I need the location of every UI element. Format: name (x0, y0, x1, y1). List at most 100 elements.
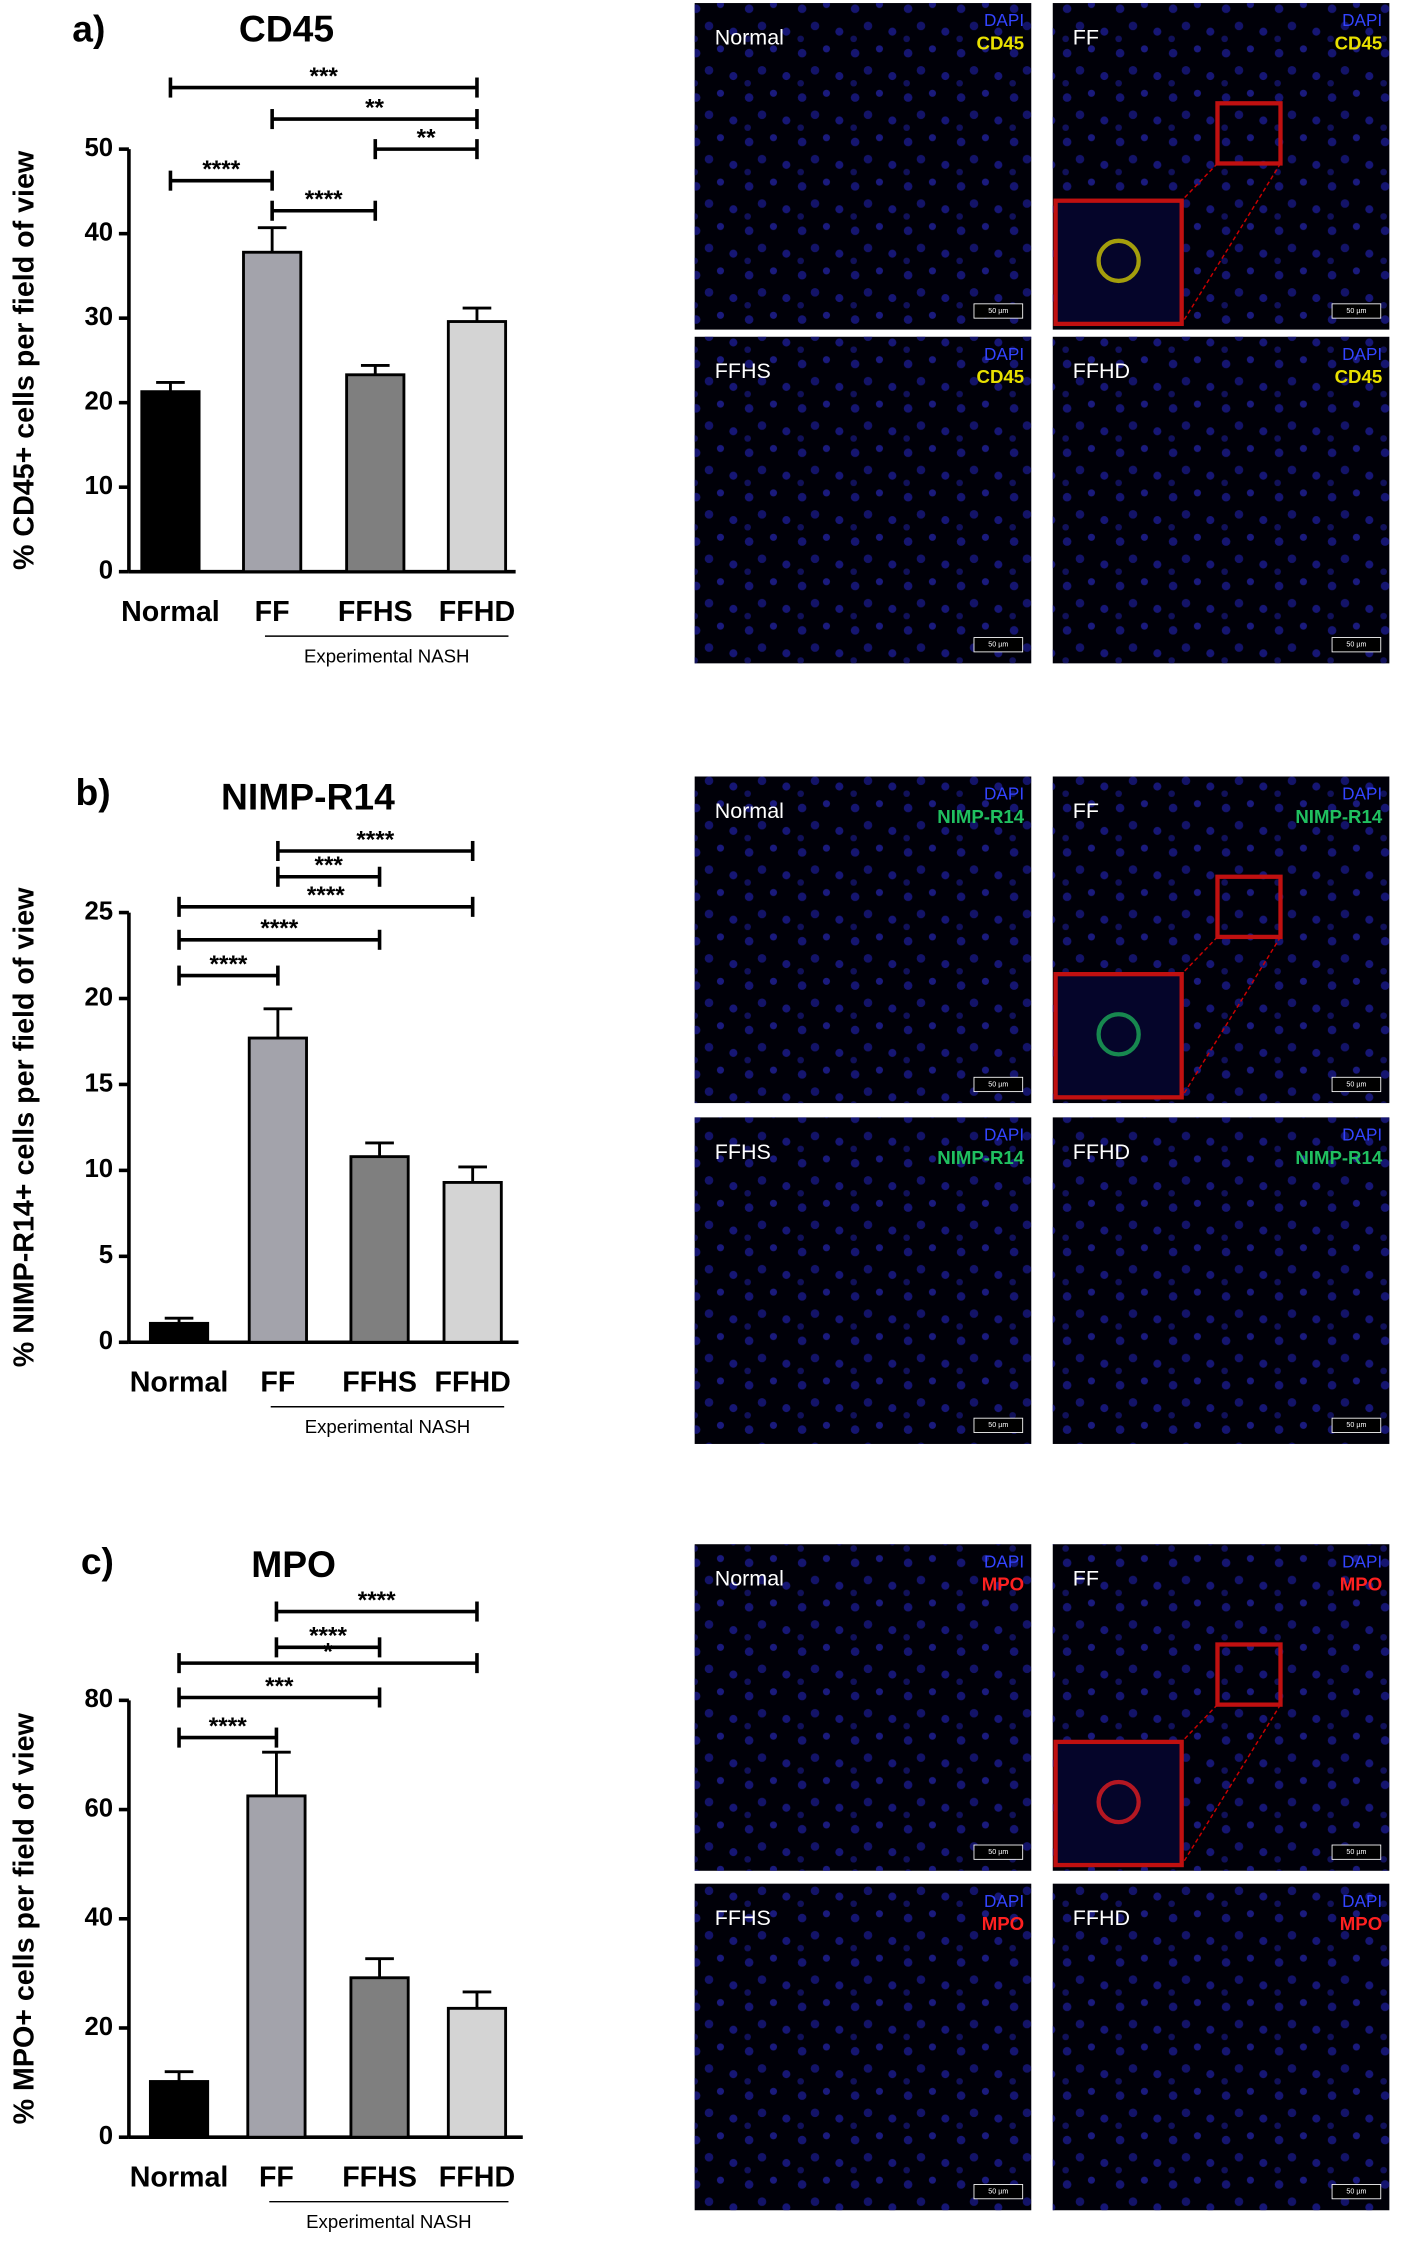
significance-label: **** (260, 915, 298, 942)
x-tick-label: Normal (130, 2161, 229, 2193)
significance-label: *** (315, 852, 344, 879)
x-tick-label: FF (259, 2161, 294, 2193)
image-label: FFHS (715, 1906, 771, 1930)
stain-label: DAPI (1342, 344, 1382, 364)
image-label: FFHD (1073, 359, 1130, 383)
stain-label: CD45 (1335, 33, 1383, 54)
significance-label: **** (209, 1713, 247, 1740)
zoom-line (1181, 936, 1218, 975)
y-tick-label: 0 (99, 556, 113, 584)
inset (1053, 972, 1184, 1100)
scale-bar (973, 303, 1024, 319)
chart-title: MPO (251, 1543, 336, 1585)
stain-label: MPO (982, 1574, 1024, 1595)
scale-bar-label: 50 µm (1346, 1080, 1366, 1088)
stain-label: DAPI (1342, 1551, 1382, 1571)
scale-bar-label: 50 µm (988, 1421, 1008, 1429)
panel-label: c) (81, 1540, 114, 1582)
scale-bar-label: 50 µm (1346, 307, 1366, 315)
scale-bar (1331, 637, 1382, 653)
bar (140, 390, 201, 574)
y-tick-label: 30 (84, 303, 113, 331)
group-label: Experimental NASH (304, 646, 469, 667)
x-tick-label: Normal (130, 1366, 229, 1398)
stain-label: DAPI (984, 1891, 1024, 1911)
stain-label: DAPI (1342, 784, 1382, 804)
scale-bar-label: 50 µm (988, 1080, 1008, 1088)
stain-label: NIMP-R14 (937, 806, 1025, 827)
image-label: Normal (715, 1567, 784, 1591)
micrograph-texture (694, 776, 1032, 1104)
micrograph-texture (694, 3, 1032, 330)
y-tick-label: 40 (84, 1904, 113, 1932)
y-tick-label: 40 (84, 218, 113, 246)
stain-label: DAPI (984, 10, 1024, 30)
y-tick-label: 10 (84, 1155, 113, 1183)
stain-label: CD45 (1335, 366, 1383, 387)
scale-bar (973, 1844, 1024, 1860)
stain-label: DAPI (1342, 1891, 1382, 1911)
scale-bar-label: 50 µm (1346, 1848, 1366, 1856)
x-tick-label: Normal (121, 596, 220, 628)
inset-cell (1096, 1779, 1141, 1825)
x-tick-label: FFHD (439, 596, 515, 628)
bar (442, 1180, 503, 1344)
y-tick-label: 20 (84, 2013, 113, 2041)
bar (349, 1976, 410, 2139)
y-tick-label: 20 (84, 983, 113, 1011)
zoom-box (1215, 1642, 1283, 1707)
x-tick-label: FF (255, 596, 290, 628)
x-tick-label: FFHS (338, 596, 413, 628)
inset-cell (1096, 238, 1141, 284)
scale-bar-label: 50 µm (988, 1848, 1008, 1856)
y-tick-label: 50 (84, 134, 113, 162)
x-tick-label: FFHD (435, 1366, 511, 1398)
significance-label: * (323, 1639, 333, 1666)
image-label: FFHD (1073, 1906, 1130, 1930)
y-tick-label: 0 (99, 2122, 113, 2150)
x-tick-label: FFHS (342, 1366, 417, 1398)
y-tick-label: 0 (99, 1327, 113, 1355)
micrograph-texture (1052, 1117, 1390, 1444)
stain-label: MPO (982, 1913, 1024, 1934)
stain-label: DAPI (984, 1125, 1024, 1145)
bar (242, 250, 303, 574)
inset (1053, 1739, 1184, 1868)
significance-label: ** (417, 125, 436, 152)
zoom-box (1215, 101, 1283, 166)
significance-label: **** (202, 156, 240, 183)
significance-label: **** (356, 826, 394, 853)
inset-cell (1096, 1012, 1141, 1057)
micrograph-texture (694, 1544, 1032, 1871)
image-label: FFHS (715, 1140, 771, 1164)
image-label: FFHS (715, 359, 771, 383)
significance-label: *** (310, 63, 339, 90)
bar (345, 373, 406, 574)
scale-bar-label: 50 µm (988, 2188, 1008, 2196)
stain-label: DAPI (984, 784, 1024, 804)
zoom-box (1215, 874, 1283, 940)
stain-label: MPO (1340, 1574, 1382, 1595)
micrograph-texture (1052, 1883, 1390, 2211)
group-label: Experimental NASH (306, 2211, 471, 2232)
x-tick-label: FFHD (439, 2161, 515, 2193)
scale-bar (1331, 2184, 1382, 2200)
image-label: FF (1073, 1567, 1099, 1591)
chart-title: CD45 (239, 8, 334, 50)
image-label: FF (1073, 799, 1099, 823)
panel-label: b) (76, 771, 111, 813)
image-label: Normal (715, 799, 784, 823)
scale-bar-label: 50 µm (988, 307, 1008, 315)
y-tick-label: 20 (84, 387, 113, 415)
bar (446, 2006, 508, 2139)
significance-label: **** (309, 1623, 347, 1650)
y-tick-label: 15 (84, 1069, 113, 1097)
scale-bar-label: 50 µm (1346, 2188, 1366, 2196)
scale-bar (1331, 303, 1382, 319)
image-label: Normal (715, 26, 784, 50)
bar (349, 1155, 410, 1344)
image-label: FFHD (1073, 1140, 1130, 1164)
stain-label: DAPI (984, 1551, 1024, 1571)
group-label: Experimental NASH (305, 1416, 470, 1437)
